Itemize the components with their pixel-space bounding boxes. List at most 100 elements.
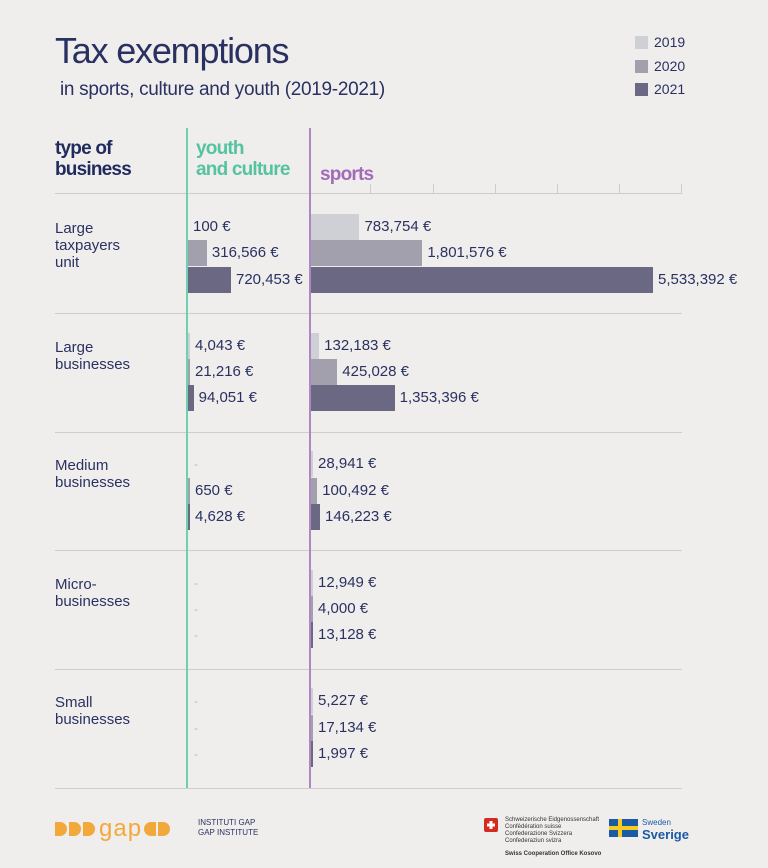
value-label: 4,628 € xyxy=(195,508,246,525)
grid-tick xyxy=(370,184,371,194)
value-label: 28,941 € xyxy=(318,455,377,472)
no-data-mark: - xyxy=(194,694,198,708)
row-divider xyxy=(55,550,682,551)
legend-swatch xyxy=(635,82,648,96)
value-label: 316,566 € xyxy=(211,244,279,261)
legend-swatch xyxy=(635,35,648,49)
value-label: 146,223 € xyxy=(325,508,392,525)
grid-tick xyxy=(495,184,496,194)
value-label: 94,051 € xyxy=(198,389,257,406)
swiss-text-line: Confederaziun svizra xyxy=(505,838,562,844)
gap-dot-icon xyxy=(69,822,81,836)
gap-logo-word: gap xyxy=(99,815,143,842)
bar-sports-2021 xyxy=(311,504,321,530)
gap-logo: gap xyxy=(55,815,172,843)
column-header-line: business xyxy=(55,159,132,180)
swiss-text-line: Confédération suisse xyxy=(505,824,562,830)
value-label: 1,353,396 € xyxy=(399,389,479,406)
value-label: 425,028 € xyxy=(342,363,409,380)
youth-axis-line xyxy=(186,128,188,788)
bar-sports-2021 xyxy=(311,385,395,411)
sweden-text: Sweden xyxy=(642,818,671,827)
legend-label: 2019 xyxy=(654,34,686,50)
chart-subtitle: in sports, culture and youth (2019-2021) xyxy=(60,79,385,100)
grid-tick xyxy=(681,184,682,194)
bar-youth-2021 xyxy=(188,385,194,411)
value-label: 650 € xyxy=(195,482,233,499)
bar-youth-2020 xyxy=(188,478,190,504)
value-label: 100,492 € xyxy=(322,482,389,499)
row-divider xyxy=(55,669,682,670)
chart-title: Tax exemptions xyxy=(55,30,290,71)
bar-sports-2020 xyxy=(311,596,313,622)
no-data-mark: - xyxy=(194,747,198,761)
row-divider xyxy=(55,193,682,194)
column-header-line: and culture xyxy=(196,159,290,180)
legend-item-2020: 2020 xyxy=(635,57,685,75)
value-label: 100 € xyxy=(193,218,231,235)
gap-institute-line: INSTITUTI GAP xyxy=(198,818,256,827)
row-divider xyxy=(55,432,682,433)
row-divider xyxy=(55,313,682,314)
swiss-confederation-text: Schweizerische Eidgenossenschaft Confédé… xyxy=(505,817,599,845)
value-label: 21,216 € xyxy=(195,363,254,380)
value-label: 5,533,392 € xyxy=(658,271,738,288)
no-data-mark: - xyxy=(194,457,198,471)
bar-youth-2020 xyxy=(188,359,190,385)
gap-dot-icon xyxy=(144,822,157,836)
bar-youth-2021 xyxy=(188,267,231,293)
bar-sports-2020 xyxy=(311,240,423,266)
legend-swatch xyxy=(635,59,648,73)
bar-sports-2019 xyxy=(311,688,313,714)
value-label: 132,183 € xyxy=(324,337,391,354)
legend-item-2021: 2021 xyxy=(635,80,685,98)
grid-tick xyxy=(619,184,620,194)
value-label: 1,801,576 € xyxy=(427,244,507,261)
bar-sports-2019 xyxy=(311,451,313,477)
footer-divider xyxy=(55,788,682,789)
bar-sports-2020 xyxy=(311,715,313,741)
bar-sports-2020 xyxy=(311,359,338,385)
bar-youth-2020 xyxy=(188,240,207,266)
category-label: Micro- businesses xyxy=(55,576,131,610)
category-label: Large taxpayers unit xyxy=(55,220,121,271)
column-header-youth: youth and culture xyxy=(196,138,290,180)
sports-axis-line xyxy=(309,128,311,788)
value-label: 13,128 € xyxy=(318,626,377,643)
no-data-mark: - xyxy=(194,721,198,735)
gap-dot-icon xyxy=(55,822,67,836)
grid-tick xyxy=(433,184,434,194)
legend-label: 2021 xyxy=(654,81,686,97)
gap-institute-line: GAP INSTITUTE xyxy=(198,828,259,837)
value-label: 1,997 € xyxy=(318,745,369,762)
legend-label: 2020 xyxy=(654,58,686,74)
gap-dot-icon xyxy=(83,822,95,836)
gap-dot-icon xyxy=(158,822,171,836)
value-label: 17,134 € xyxy=(318,719,377,736)
bar-sports-2021 xyxy=(311,622,313,648)
category-label: Small businesses xyxy=(55,694,131,728)
category-label: Medium businesses xyxy=(55,457,131,491)
swiss-office-text: Swiss Cooperation Office Kosovo xyxy=(505,851,602,857)
sverige-text: Sverige xyxy=(642,827,689,842)
sweden-flag-icon xyxy=(609,819,638,837)
swiss-text-line: Schweizerische Eidgenossenschaft xyxy=(505,817,600,823)
legend-item-2019: 2019 xyxy=(635,33,685,51)
column-header-sports: sports xyxy=(320,164,374,185)
bar-sports-2019 xyxy=(311,570,313,596)
bar-sports-2020 xyxy=(311,478,318,504)
bar-sports-2021 xyxy=(311,267,653,293)
gap-institute-name: INSTITUTI GAP GAP INSTITUTE xyxy=(198,818,258,838)
no-data-mark: - xyxy=(194,602,198,616)
value-label: 4,000 € xyxy=(318,600,369,617)
column-header-type: type of business xyxy=(55,138,132,180)
value-label: 12,949 € xyxy=(318,574,377,591)
column-header-line: youth xyxy=(196,138,245,159)
value-label: 720,453 € xyxy=(236,271,303,288)
grid-tick xyxy=(557,184,558,194)
bar-youth-2019 xyxy=(188,333,190,359)
bar-sports-2021 xyxy=(311,741,313,767)
no-data-mark: - xyxy=(194,576,198,590)
swiss-text-line: Confederazione Svizzera xyxy=(505,831,573,837)
no-data-mark: - xyxy=(194,628,198,642)
